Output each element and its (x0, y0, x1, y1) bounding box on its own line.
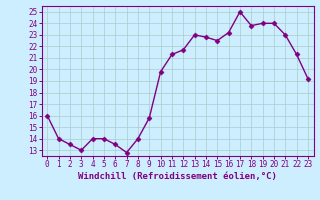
X-axis label: Windchill (Refroidissement éolien,°C): Windchill (Refroidissement éolien,°C) (78, 172, 277, 181)
